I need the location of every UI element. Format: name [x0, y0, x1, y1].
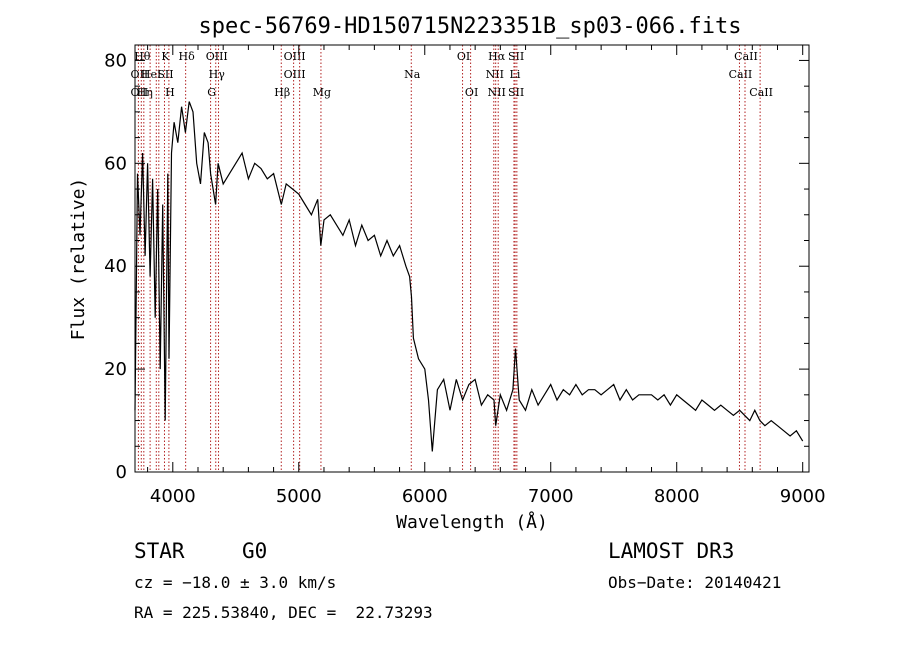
line-label: Mg [313, 86, 331, 99]
line-label: OI [465, 86, 478, 99]
line-label: SII [508, 86, 524, 99]
line-label: NII [488, 86, 506, 99]
x-tick-label: 9000 [780, 486, 826, 507]
line-label: OIII [206, 50, 228, 63]
x-tick-label: 5000 [276, 486, 322, 507]
survey-name: LAMOST DR3 [608, 539, 735, 563]
object-class: STAR [134, 539, 185, 563]
y-tick-label: 0 [116, 462, 127, 483]
line-label: H [165, 86, 175, 99]
object-subclass: G0 [242, 539, 268, 563]
line-label: OIII [284, 68, 306, 81]
line-label: Hα [488, 50, 506, 63]
redshift-cz: cz = −18.0 ± 3.0 km/s [134, 573, 337, 592]
plot-area [134, 101, 804, 452]
line-label: CaII [734, 50, 758, 63]
y-tick-label: 60 [104, 153, 127, 174]
axes: 4000 5000 6000 7000 8000 9000 0 20 40 60 80 [104, 45, 826, 507]
line-label: K [161, 50, 170, 63]
line-label: NII [486, 68, 504, 81]
y-tick-label: 40 [104, 256, 127, 277]
line-label: Hη [137, 86, 153, 99]
spectral-line-markers: OIIOIIHθHηHeIKSIIHHδGOIIIHγHβOIIIOIIIMgN… [131, 45, 773, 472]
line-label: Hδ [179, 50, 196, 63]
x-tick-label: 7000 [528, 486, 574, 507]
sky-coordinates: RA = 225.53840, DEC = 22.73293 [134, 603, 433, 622]
line-label: G [207, 86, 216, 99]
x-axis-label: Wavelength (Å) [396, 511, 548, 533]
line-label: OIII [284, 50, 306, 63]
line-label: CaII [729, 68, 753, 81]
y-tick-label: 20 [104, 359, 127, 380]
x-tick-label: 8000 [654, 486, 700, 507]
line-label: Hγ [209, 68, 226, 81]
plot-frame [134, 44, 810, 473]
spectrum-line [134, 101, 804, 452]
x-tick-label: 4000 [150, 486, 196, 507]
line-label: SII [508, 50, 524, 63]
line-label: Na [404, 68, 421, 81]
line-label: OI [457, 50, 470, 63]
observation-date: Obs−Date: 20140421 [608, 573, 782, 592]
line-label: Hβ [274, 86, 290, 99]
line-label: CaII [749, 86, 773, 99]
line-label: Hθ [134, 50, 151, 63]
line-label: SII [157, 68, 173, 81]
y-axis-label: Flux (relative) [68, 178, 89, 341]
x-tick-label: 6000 [402, 486, 448, 507]
y-tick-label: 80 [104, 50, 127, 71]
chart-title: spec-56769-HD150715N223351B_sp03-066.fit… [198, 14, 741, 39]
